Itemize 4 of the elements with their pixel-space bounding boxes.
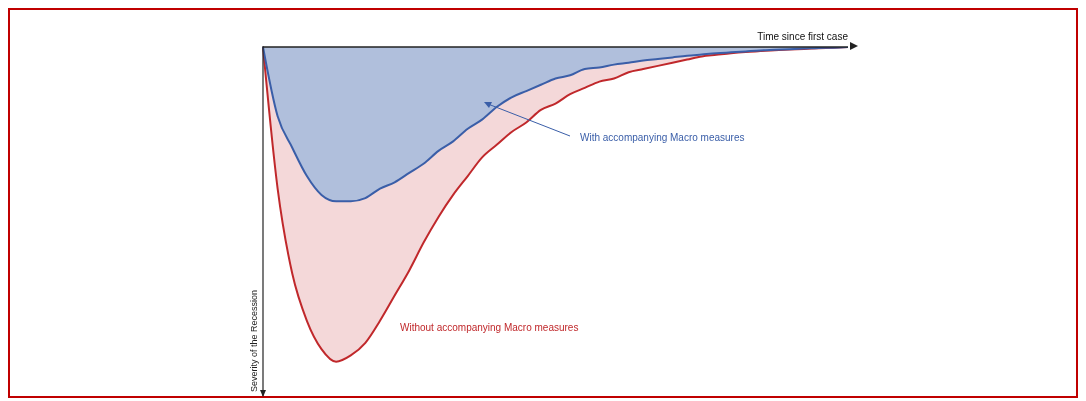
- y-axis-title: Severity of the Recession: [249, 289, 259, 392]
- text: With accompanying Macro measures: [580, 132, 745, 143]
- series-label: Without accompanying Macro measures: [400, 322, 579, 333]
- x-axis-title: Time since first case: [757, 31, 849, 42]
